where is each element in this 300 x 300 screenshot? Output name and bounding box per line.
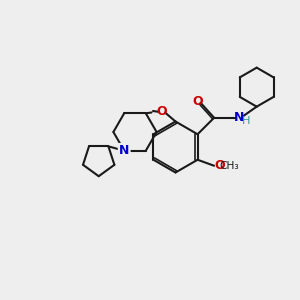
Text: CH₃: CH₃ <box>220 161 239 171</box>
Text: O: O <box>193 95 203 108</box>
Text: N: N <box>233 111 244 124</box>
Text: O: O <box>214 159 225 172</box>
Text: N: N <box>119 144 129 157</box>
Text: H: H <box>242 116 251 126</box>
Text: O: O <box>157 104 167 118</box>
